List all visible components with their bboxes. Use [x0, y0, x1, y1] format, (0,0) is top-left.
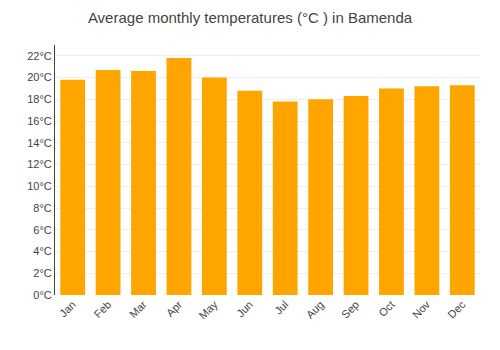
svg-text:Oct: Oct	[376, 298, 397, 319]
svg-text:14°C: 14°C	[27, 137, 52, 149]
svg-text:18°C: 18°C	[27, 93, 52, 105]
svg-text:22°C: 22°C	[27, 50, 52, 62]
svg-text:May: May	[197, 298, 221, 322]
svg-text:2°C: 2°C	[33, 267, 52, 279]
svg-text:6°C: 6°C	[33, 224, 52, 236]
svg-text:Feb: Feb	[92, 298, 114, 320]
svg-text:Dec: Dec	[445, 298, 468, 321]
svg-text:8°C: 8°C	[33, 202, 52, 214]
svg-text:Sep: Sep	[339, 298, 361, 320]
svg-text:Nov: Nov	[410, 298, 433, 321]
svg-text:Jan: Jan	[57, 298, 78, 319]
svg-text:0°C: 0°C	[33, 289, 52, 301]
svg-text:Jul: Jul	[272, 298, 290, 316]
svg-text:Average monthly temperatures (: Average monthly temperatures (°C ) in Ba…	[88, 9, 413, 26]
svg-text:16°C: 16°C	[27, 115, 52, 127]
svg-text:Jun: Jun	[234, 298, 255, 319]
svg-text:Apr: Apr	[164, 298, 185, 319]
svg-text:Mar: Mar	[127, 298, 149, 320]
svg-text:10°C: 10°C	[27, 180, 52, 192]
svg-text:20°C: 20°C	[27, 71, 52, 83]
svg-text:Aug: Aug	[304, 298, 326, 320]
svg-text:4°C: 4°C	[33, 245, 52, 257]
svg-text:12°C: 12°C	[27, 158, 52, 170]
